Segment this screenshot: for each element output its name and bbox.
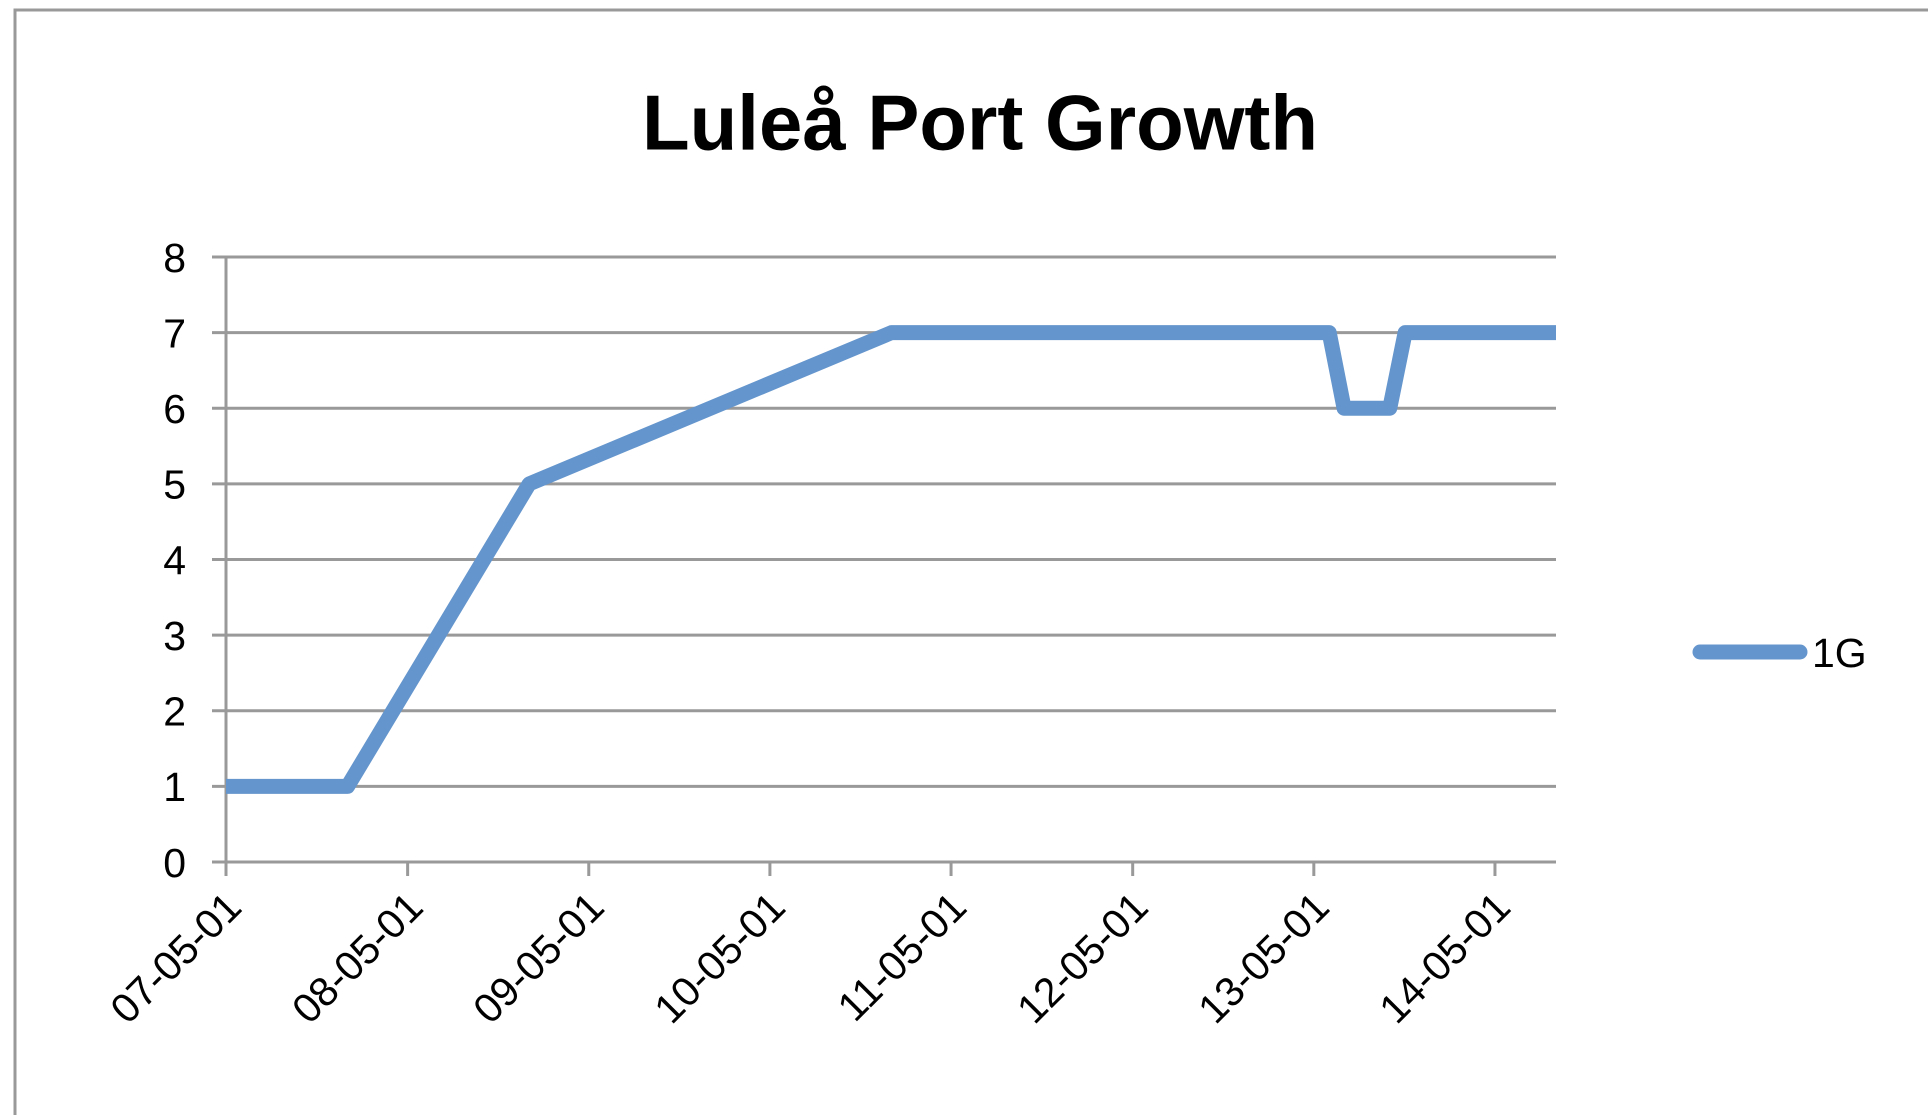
x-tick-label: 11-05-01 bbox=[829, 883, 975, 1029]
y-tick-label: 0 bbox=[163, 840, 186, 886]
data-line bbox=[226, 325, 1556, 794]
y-tick-label: 2 bbox=[163, 689, 186, 735]
y-tick-label: 1 bbox=[163, 764, 186, 810]
y-tick-label: 6 bbox=[163, 386, 186, 432]
y-tick-label: 3 bbox=[163, 613, 186, 659]
x-tick-label: 13-05-01 bbox=[1189, 883, 1338, 1032]
y-tick-label: 5 bbox=[163, 462, 186, 508]
x-tick-label: 10-05-01 bbox=[645, 883, 794, 1032]
y-tick-label: 4 bbox=[163, 537, 186, 583]
chart-frame bbox=[13, 8, 1928, 1115]
x-tick-label: 12-05-01 bbox=[1008, 883, 1157, 1032]
x-tick-label: 07-05-01 bbox=[101, 883, 250, 1032]
legend-label: 1G bbox=[1812, 630, 1867, 676]
x-tick-label: 14-05-01 bbox=[1370, 883, 1519, 1032]
x-tick-label: 08-05-01 bbox=[283, 883, 432, 1032]
chart-title: Luleå Port Growth bbox=[642, 79, 1318, 167]
x-tick-label: 09-05-01 bbox=[464, 883, 613, 1032]
y-tick-label: 8 bbox=[163, 235, 186, 281]
y-tick-label: 7 bbox=[163, 310, 186, 356]
